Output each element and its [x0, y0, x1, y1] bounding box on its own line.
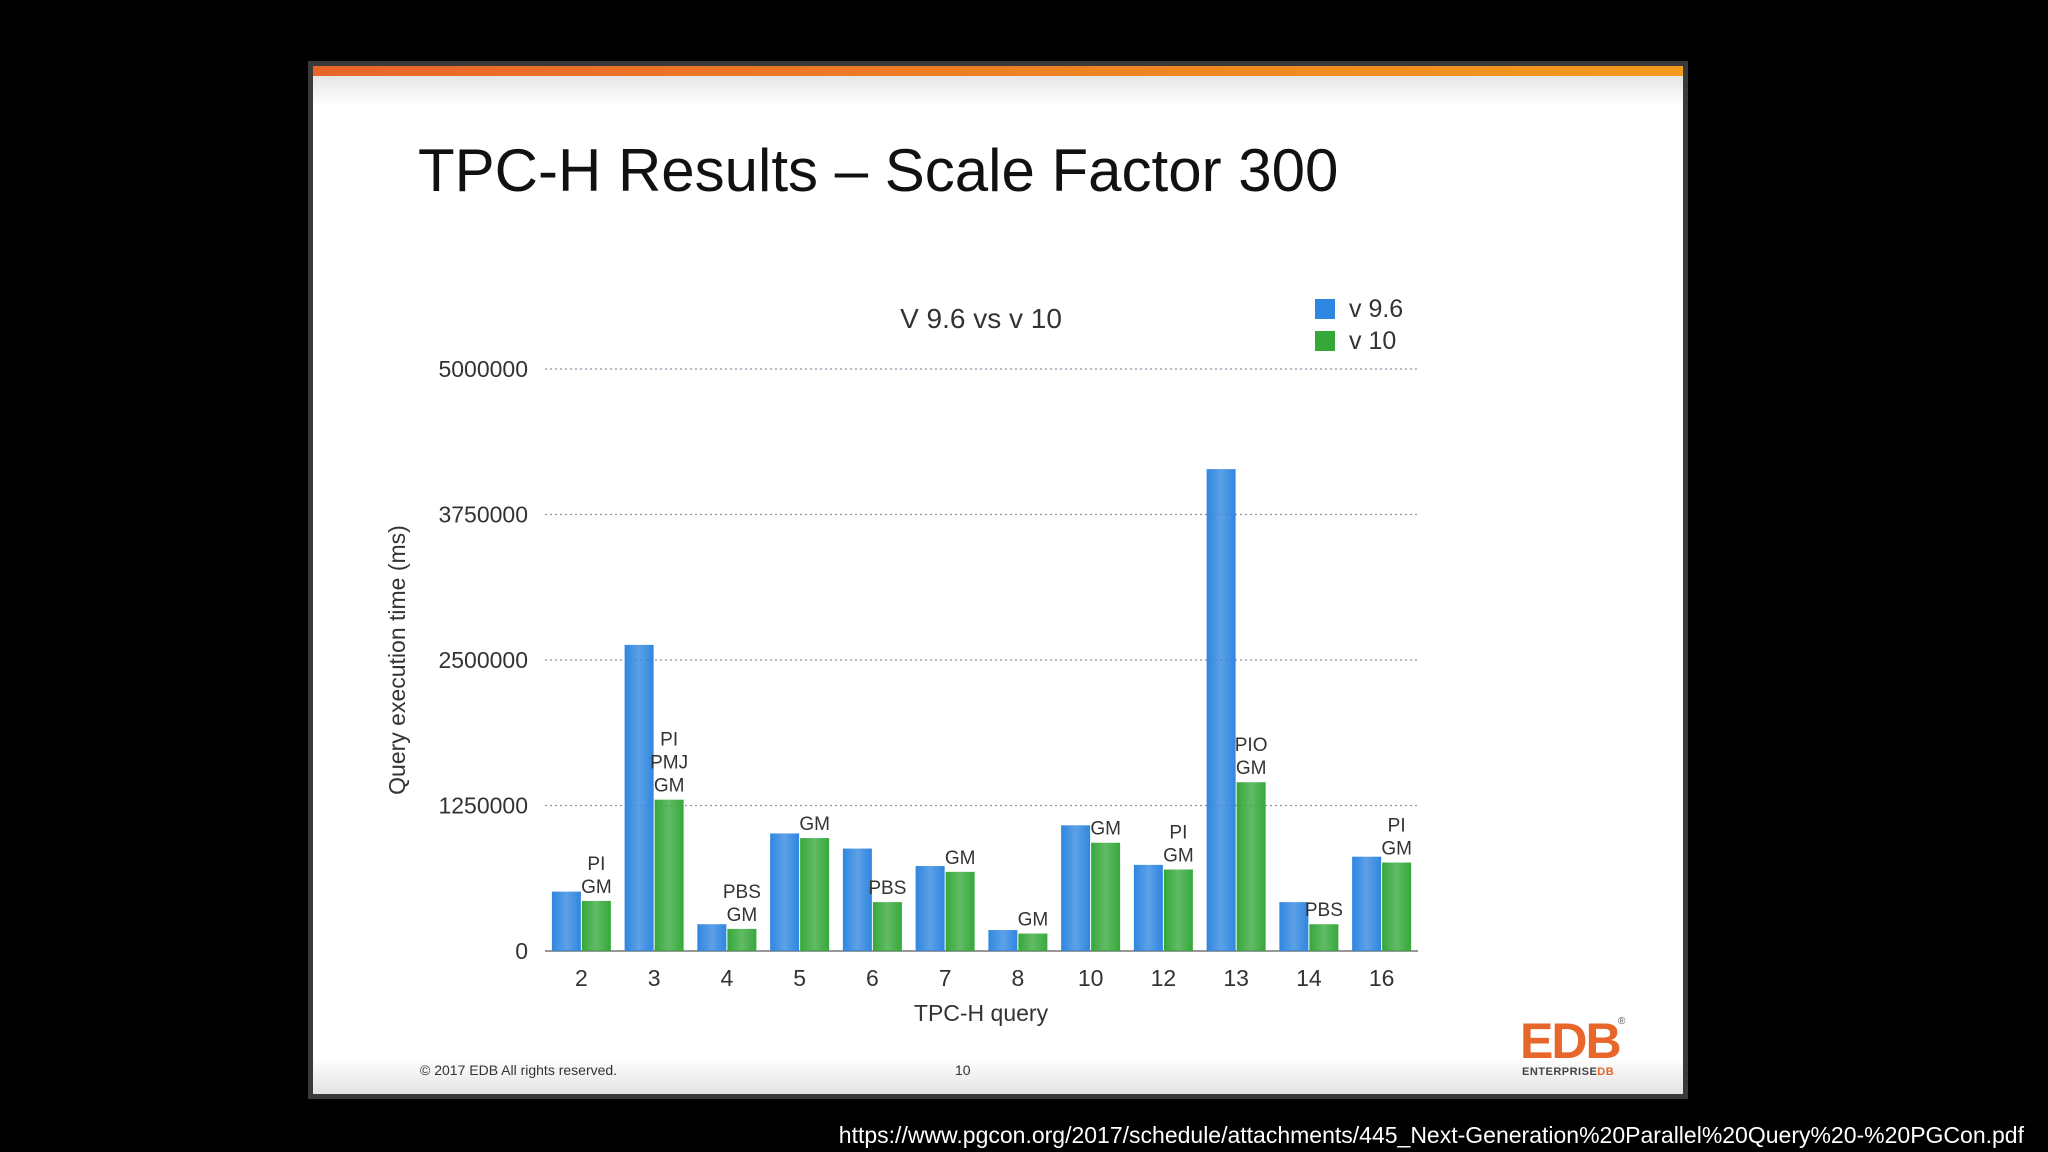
bar-annotation: GM	[1163, 846, 1194, 867]
bar-v96	[1279, 902, 1309, 951]
x-tick-label: 6	[866, 965, 879, 991]
bar-v96	[624, 644, 654, 951]
bar-v96	[988, 930, 1018, 951]
bar-v10	[945, 871, 975, 951]
y-tick-label: 3750000	[438, 502, 528, 528]
chart-title: V 9.6 vs v 10	[900, 303, 1062, 334]
x-tick-label: 3	[648, 965, 661, 991]
y-axis-label: Query execution time (ms)	[384, 525, 410, 795]
bar-v96	[1352, 856, 1382, 951]
bar-v10	[1091, 842, 1121, 951]
bar-v10	[872, 902, 902, 951]
x-tick-label: 13	[1223, 965, 1249, 991]
logo-text: EDB	[1520, 1013, 1622, 1069]
bar-annotation: PI	[1388, 816, 1406, 837]
bar-v96	[842, 848, 872, 951]
y-tick-label: 1250000	[438, 793, 528, 819]
bar-chart: V 9.6 vs v 10 0 1250000 2500000 3750000 50000…	[384, 295, 1418, 1026]
bar-annotation: PBS	[1305, 900, 1343, 921]
x-tick-label: 2	[575, 965, 588, 991]
bar-annotation: PBS	[723, 882, 761, 903]
footer-copyright: © 2017 EDB All rights reserved.	[420, 1062, 618, 1078]
bar-annotation: PI	[1169, 823, 1187, 844]
bar-annotation: GM	[799, 814, 830, 835]
x-tick-label: 4	[720, 965, 733, 991]
bar-annotation: GM	[581, 877, 612, 898]
x-axis-label: TPC-H query	[914, 1000, 1049, 1026]
logo-main-text: EDB	[1520, 1013, 1622, 1069]
bar-annotation: PI	[660, 730, 678, 751]
x-tick-label: 7	[939, 965, 952, 991]
bar-annotation: GM	[1090, 819, 1121, 840]
page-number: 10	[955, 1062, 971, 1078]
bar-v10	[727, 928, 757, 951]
bar-v96	[1133, 864, 1163, 951]
slide-footer-bar	[313, 1058, 1683, 1094]
bar-annotation: GM	[1381, 839, 1412, 860]
bar-annotation: GM	[654, 776, 685, 797]
legend-label-v96: v 9.6	[1349, 295, 1403, 323]
edb-logo: EDB ® ENTERPRISEDB	[1520, 1016, 1630, 1084]
logo-sub-prefix: ENTERPRISE	[1522, 1066, 1598, 1078]
legend-label-v10: v 10	[1349, 327, 1396, 355]
x-tick-label: 12	[1151, 965, 1177, 991]
slide-accent-bar	[313, 66, 1683, 76]
bar-annotation: PIO	[1235, 735, 1268, 756]
bar-v10	[1236, 782, 1266, 951]
y-tick-label: 2500000	[438, 647, 528, 673]
bar-annotation: PBS	[868, 878, 906, 899]
bar-v10	[581, 900, 611, 951]
bar-v96	[551, 891, 581, 951]
bar-v96	[915, 866, 945, 951]
bar-annotation: GM	[945, 848, 976, 869]
x-tick-label: 8	[1011, 965, 1024, 991]
bar-v96	[1061, 825, 1091, 951]
slide: TPC-H Results – Scale Factor 300 V 9.6 v…	[308, 61, 1688, 1099]
bar-annotation: GM	[1236, 758, 1267, 779]
x-tick-label: 5	[793, 965, 806, 991]
bar-v10	[1018, 933, 1048, 951]
source-url: https://www.pgcon.org/2017/schedule/atta…	[838, 1122, 2024, 1148]
x-tick-label: 10	[1078, 965, 1104, 991]
bar-v10	[800, 838, 830, 951]
y-tick-label: 0	[515, 938, 528, 964]
x-tick-label: 16	[1369, 965, 1395, 991]
x-tick-label: 14	[1296, 965, 1322, 991]
bar-v96	[1206, 469, 1236, 951]
logo-sub-text: ENTERPRISEDB	[1522, 1066, 1614, 1078]
bar-v10	[1163, 869, 1193, 951]
logo-registered-mark: ®	[1618, 1016, 1626, 1027]
bar-annotation: PI	[587, 854, 605, 875]
bar-v96	[770, 833, 800, 951]
bar-annotation: PMJ	[650, 753, 688, 774]
legend-swatch-v10	[1315, 331, 1335, 351]
logo-sub-suffix: DB	[1597, 1066, 1615, 1078]
slide-header-shade	[313, 76, 1683, 106]
legend-swatch-v96	[1315, 299, 1335, 319]
bar-v10	[1382, 862, 1412, 951]
y-tick-label: 5000000	[438, 356, 528, 382]
bar-v10	[1309, 924, 1339, 951]
bar-annotation: GM	[1018, 910, 1049, 931]
bar-annotation: GM	[727, 905, 758, 926]
bar-v10	[654, 799, 684, 951]
slide-title: TPC-H Results – Scale Factor 300	[418, 137, 1339, 204]
bar-v96	[697, 924, 727, 951]
